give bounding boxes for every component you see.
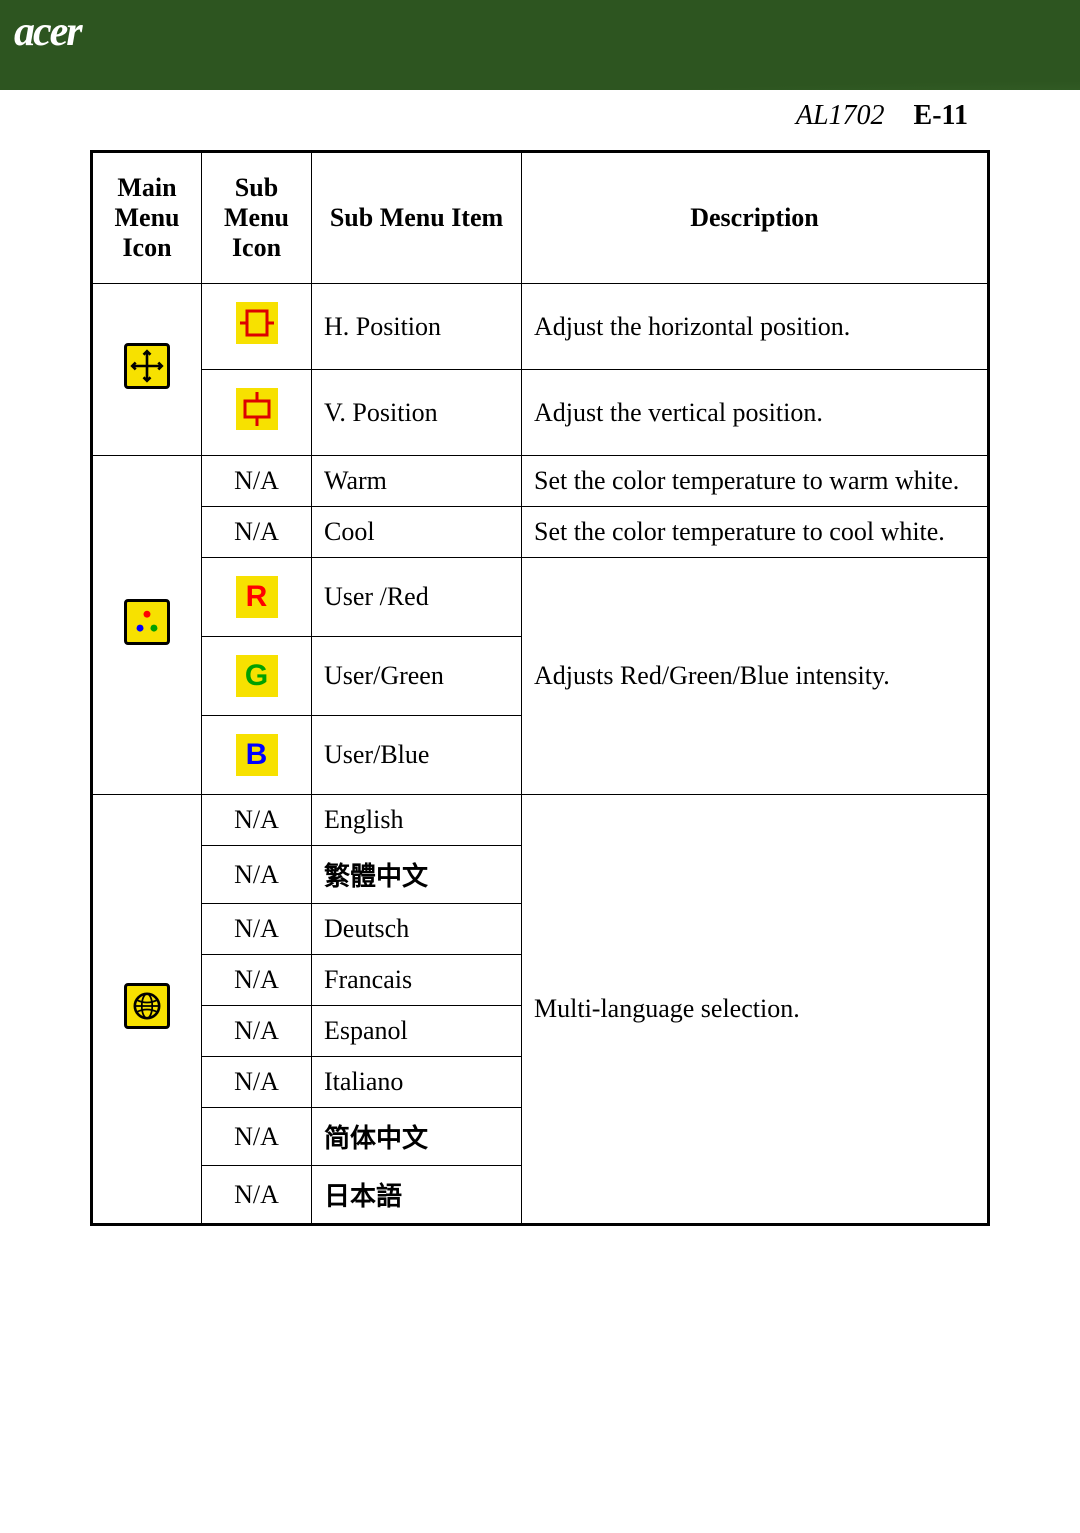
sub-icon-cell: [202, 370, 312, 456]
b-icon: B: [236, 734, 278, 776]
item-cell: User /Red: [312, 558, 522, 637]
main-icon-cell: [92, 795, 202, 1225]
item-cell: Cool: [312, 507, 522, 558]
table-row: H. Position Adjust the horizontal positi…: [92, 284, 989, 370]
item-cell: User/Green: [312, 637, 522, 716]
item-cell: 繁體中文: [312, 846, 522, 904]
main-icon-cell: [92, 456, 202, 795]
sub-icon-cell: N/A: [202, 1166, 312, 1225]
table-row: R User /Red Adjusts Red/Green/Blue inten…: [92, 558, 989, 637]
item-cell: Warm: [312, 456, 522, 507]
item-cell: 日本語: [312, 1166, 522, 1225]
item-cell: 简体中文: [312, 1108, 522, 1166]
table-row: N/A English Multi-language selection.: [92, 795, 989, 846]
page-label: AL1702 E-11: [796, 100, 968, 132]
sub-icon-cell: N/A: [202, 904, 312, 955]
g-icon: G: [236, 655, 278, 697]
sub-icon-cell: N/A: [202, 1006, 312, 1057]
item-cell: Deutsch: [312, 904, 522, 955]
sub-icon-cell: N/A: [202, 955, 312, 1006]
item-cell: H. Position: [312, 284, 522, 370]
header-swoosh: [0, 0, 1080, 90]
sub-icon-cell: N/A: [202, 795, 312, 846]
sub-icon-cell: N/A: [202, 1057, 312, 1108]
col-item-header: Sub Menu Item: [312, 152, 522, 284]
table-row: N/A Warm Set the color temperature to wa…: [92, 456, 989, 507]
sub-icon-cell: N/A: [202, 1108, 312, 1166]
sub-icon-cell: G: [202, 637, 312, 716]
color-icon: [124, 599, 170, 645]
desc-cell: Set the color temperature to warm white.: [522, 456, 989, 507]
sub-icon-cell: R: [202, 558, 312, 637]
table-row: N/A Cool Set the color temperature to co…: [92, 507, 989, 558]
col-sub-header: Sub Menu Icon: [202, 152, 312, 284]
sub-icon-cell: [202, 284, 312, 370]
item-cell: English: [312, 795, 522, 846]
language-icon: [124, 983, 170, 1029]
sub-icon-cell: N/A: [202, 456, 312, 507]
sub-icon-cell: B: [202, 716, 312, 795]
sub-icon-cell: N/A: [202, 507, 312, 558]
hpos-icon: [236, 302, 278, 344]
menu-table: Main Menu Icon Sub Menu Icon Sub Menu It…: [90, 150, 990, 1226]
desc-cell: Set the color temperature to cool white.: [522, 507, 989, 558]
item-cell: V. Position: [312, 370, 522, 456]
table-row: V. Position Adjust the vertical position…: [92, 370, 989, 456]
brand-logo: acer: [14, 8, 81, 56]
table-header-row: Main Menu Icon Sub Menu Icon Sub Menu It…: [92, 152, 989, 284]
vpos-icon: [236, 388, 278, 430]
page-number: E-11: [914, 100, 968, 131]
desc-cell: Adjusts Red/Green/Blue intensity.: [522, 558, 989, 795]
position-icon: [124, 343, 170, 389]
item-cell: Francais: [312, 955, 522, 1006]
col-desc-header: Description: [522, 152, 989, 284]
item-cell: Espanol: [312, 1006, 522, 1057]
model-number: AL1702: [796, 100, 885, 131]
r-icon: R: [236, 576, 278, 618]
sub-icon-cell: N/A: [202, 846, 312, 904]
item-cell: User/Blue: [312, 716, 522, 795]
desc-cell: Multi-language selection.: [522, 795, 989, 1225]
desc-cell: Adjust the vertical position.: [522, 370, 989, 456]
item-cell: Italiano: [312, 1057, 522, 1108]
col-main-header: Main Menu Icon: [92, 152, 202, 284]
desc-cell: Adjust the horizontal position.: [522, 284, 989, 370]
main-icon-cell: [92, 284, 202, 456]
